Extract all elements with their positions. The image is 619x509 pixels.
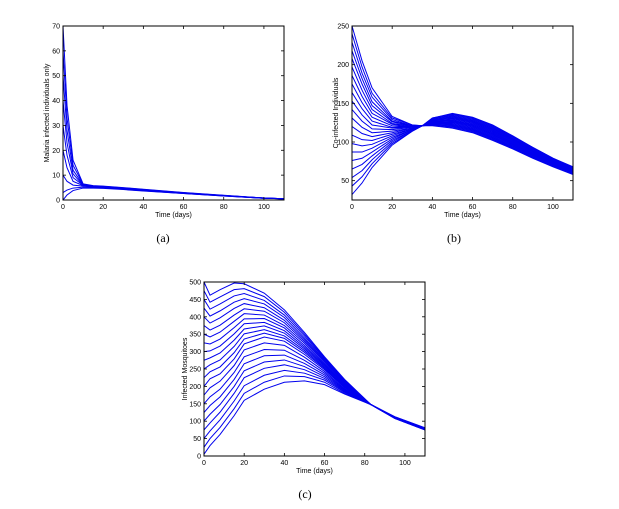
series-line-15	[352, 117, 573, 170]
x-tick-label: 100	[399, 460, 411, 467]
series-group	[63, 26, 284, 200]
series-line-9	[204, 321, 425, 430]
y-tick-label: 40	[52, 98, 60, 105]
y-tick-label: 200	[189, 384, 201, 391]
y-tick-label: 250	[337, 24, 349, 31]
series-line-1	[352, 26, 573, 175]
y-tick-label: 100	[337, 140, 349, 147]
y-tick-label: 50	[341, 178, 349, 185]
series-line-21	[352, 112, 573, 195]
series-line-10	[204, 325, 425, 430]
series-line-2	[63, 50, 284, 200]
x-tick-label: 40	[280, 460, 288, 467]
x-tick-label: 20	[240, 460, 248, 467]
y-tick-label: 20	[52, 148, 60, 155]
series-line-4	[63, 100, 284, 200]
x-tick-label: 40	[428, 204, 436, 211]
x-tick-label: 40	[139, 204, 147, 211]
y-tick-label: 50	[193, 436, 201, 443]
x-axis-label: Time (days)	[444, 212, 481, 219]
x-tick-label: 80	[220, 204, 228, 211]
y-tick-label: 150	[337, 101, 349, 108]
y-tick-label: 400	[189, 314, 201, 321]
x-tick-label: 20	[388, 204, 396, 211]
plot-frame	[62, 25, 285, 201]
x-tick-label: 100	[547, 204, 559, 211]
series-line-7	[352, 75, 573, 173]
series-line-7	[63, 174, 284, 200]
subfigure-caption: (c)	[298, 487, 311, 501]
x-tick-label: 0	[202, 460, 206, 467]
x-tick-label: 60	[180, 204, 188, 211]
series-line-16	[204, 354, 425, 429]
series-line-17	[352, 115, 573, 169]
y-tick-label: 0	[197, 454, 201, 461]
y-tick-label: 350	[189, 332, 201, 339]
chart-panel-3: 0 20 40 60 80 100 0 50 100 150 200 250 300 350 400 450 5…	[182, 280, 426, 501]
series-line-3	[63, 75, 284, 200]
x-axis-label: Time (days)	[155, 212, 192, 219]
y-axis-label: Malaria infected individuals only	[44, 63, 51, 162]
subfigure-caption: (a)	[156, 231, 169, 245]
y-tick-label: 60	[52, 48, 60, 55]
y-axis-label: Co-infected Individuals	[333, 77, 340, 148]
x-tick-label: 100	[258, 204, 270, 211]
series-line-21	[204, 380, 425, 455]
series-group	[204, 282, 425, 455]
series-line-1	[63, 26, 284, 200]
y-tick-label: 450	[189, 297, 201, 304]
x-tick-label: 60	[469, 204, 477, 211]
y-tick-label: 200	[337, 62, 349, 69]
series-line-17	[204, 359, 425, 429]
y-tick-label: 300	[189, 349, 201, 356]
y-tick-label: 30	[52, 123, 60, 130]
series-line-19	[352, 114, 573, 178]
y-tick-label: 100	[189, 419, 201, 426]
series-line-5	[352, 58, 573, 174]
y-tick-label: 150	[189, 401, 201, 408]
y-tick-label: 250	[189, 367, 201, 374]
chart-panel-1: 0 20 40 60 80 100 0 10 20 30 40 50 60 70 Time (days) Ma…	[44, 24, 285, 245]
series-line-9	[63, 187, 284, 200]
chart-panel-2: 0 20 40 60 80 100 50 100 150 200 250 Time (days) Co-…	[333, 24, 574, 245]
series-line-3	[352, 42, 573, 175]
y-tick-label: 70	[52, 24, 60, 31]
x-axis-label: Time (days)	[296, 468, 333, 475]
y-tick-label: 50	[52, 73, 60, 80]
y-axis-label: Infected Mosquitoes	[182, 337, 189, 400]
series-group	[352, 26, 573, 195]
x-tick-label: 80	[509, 204, 517, 211]
x-tick-label: 80	[361, 460, 369, 467]
x-tick-label: 0	[350, 204, 354, 211]
y-tick-label: 500	[189, 280, 201, 287]
x-tick-label: 0	[61, 204, 65, 211]
y-tick-label: 0	[56, 198, 60, 205]
subfigure-caption: (b)	[447, 231, 461, 245]
x-tick-label: 60	[321, 460, 329, 467]
y-tick-label: 10	[52, 173, 60, 180]
x-tick-label: 20	[99, 204, 107, 211]
plot-frame	[351, 25, 574, 201]
